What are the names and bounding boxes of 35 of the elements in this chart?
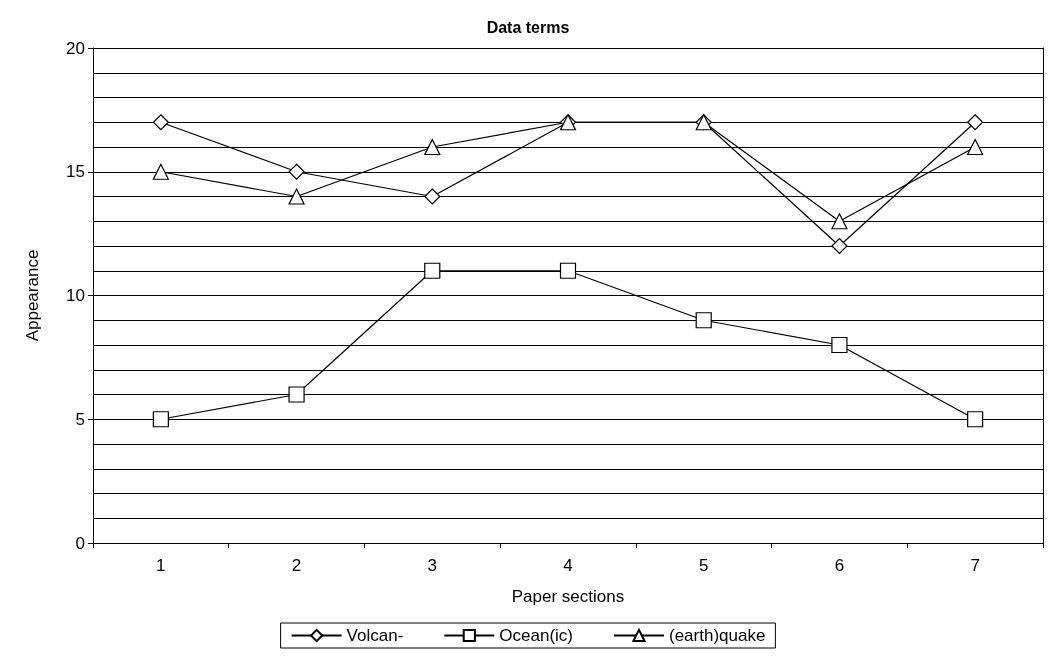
y-tick-label: 0 <box>75 533 85 553</box>
point <box>288 163 305 180</box>
point <box>831 336 848 354</box>
y-tick-label: 15 <box>66 162 85 182</box>
x-tick-label: 3 <box>427 556 438 575</box>
point <box>695 312 712 329</box>
x-tick-label: 5 <box>698 556 709 575</box>
point <box>152 114 169 131</box>
y-tick-label: 5 <box>75 409 85 429</box>
x-tick-label: 1 <box>156 556 166 575</box>
point <box>288 386 305 403</box>
point <box>967 138 984 156</box>
point <box>288 188 305 205</box>
y-tick-label: 20 <box>66 38 85 58</box>
x-tick-label: 7 <box>970 556 980 575</box>
legend-label: Ocean(ic) <box>499 626 573 645</box>
point <box>424 262 441 279</box>
point <box>831 237 848 255</box>
x-axis-title: Paper sections <box>511 587 625 606</box>
x-tick-label: 6 <box>834 556 845 575</box>
legend-label: Volcan- <box>346 626 404 645</box>
x-tick-label: 2 <box>291 556 302 575</box>
legend-label: (earth)quake <box>669 626 766 645</box>
point <box>424 188 441 205</box>
point <box>424 138 441 156</box>
point <box>967 411 984 428</box>
y-tick-label: 10 <box>66 286 85 305</box>
point <box>831 213 848 230</box>
point <box>967 114 984 131</box>
x-tick-label: 4 <box>563 556 573 575</box>
point <box>152 163 169 180</box>
chart-title: Data terms <box>486 18 570 36</box>
point <box>152 411 169 428</box>
point <box>559 262 577 279</box>
y-axis-title: Appearance <box>23 249 42 342</box>
